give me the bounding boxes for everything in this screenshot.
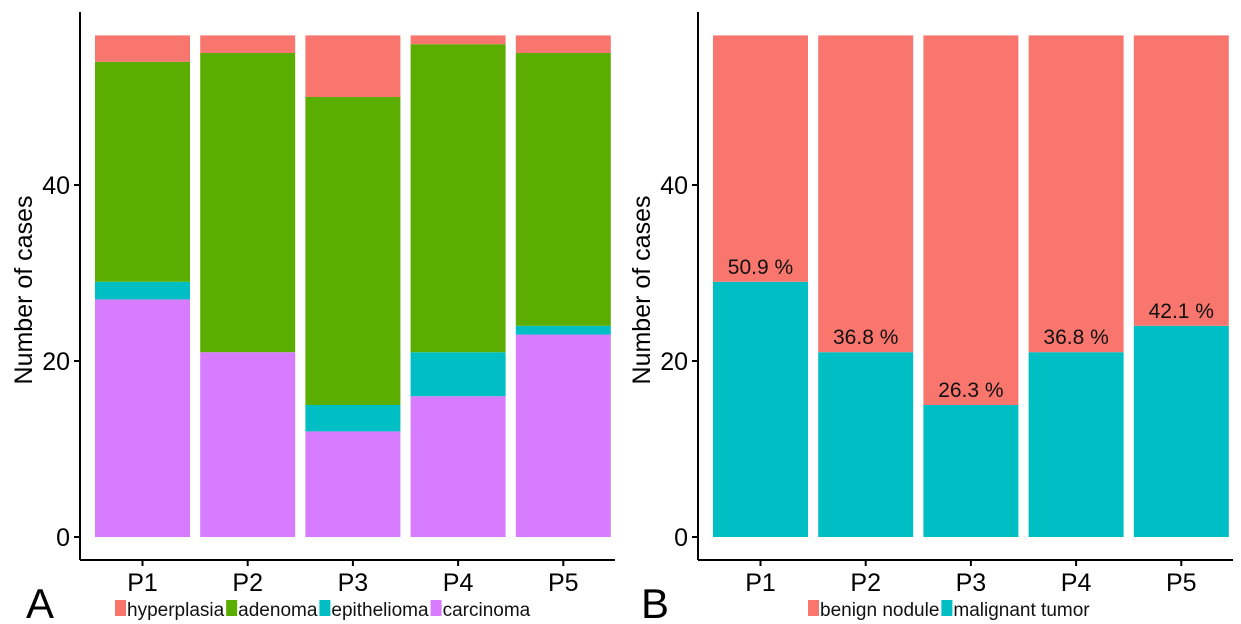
- x-tick-label-p1: P1: [745, 569, 776, 597]
- bar-label-p1: 50.9 %: [728, 256, 793, 279]
- bar-carcinoma-p1: [95, 299, 190, 537]
- bar-epithelioma-p3: [305, 405, 401, 432]
- panel-b: 50.9 % P1 36.8 % P2 26.3 % P3 36.8 % P4 42.1 % P5…: [628, 12, 1233, 624]
- x-tick-label-p4: P4: [1061, 569, 1092, 597]
- bar-adenoma-p2: [200, 53, 296, 353]
- bar-carcinoma-p5: [515, 334, 611, 537]
- y-tick-label-0: 0: [674, 524, 688, 552]
- y-axis-label: Number of cases: [10, 196, 38, 385]
- bar-label-p5: 42.1 %: [1149, 300, 1214, 323]
- bar-adenoma-p4: [410, 44, 506, 353]
- bar-hyperplasia-p4: [410, 35, 506, 45]
- bar-malignant-tumor-p5: [1133, 325, 1229, 537]
- bar-malignant-tumor-p1: [713, 281, 808, 537]
- legend: benign nodule malignant tumor: [808, 600, 1090, 621]
- x-tick-label-p3: P3: [956, 569, 987, 597]
- legend-swatch-epithelioma: [319, 600, 331, 616]
- legend: hyperplasia adenoma epithelioma carcinoma: [115, 600, 531, 621]
- bar-carcinoma-p3: [305, 431, 401, 537]
- legend-label-adenoma: adenoma: [238, 600, 318, 621]
- x-tick-label-p2: P2: [850, 569, 881, 597]
- legend-label-hyperplasia: hyperplasia: [127, 600, 225, 621]
- bar-hyperplasia-p2: [200, 35, 296, 53]
- x-tick-label-p4: P4: [443, 569, 474, 597]
- x-tick-label-p5: P5: [1166, 569, 1197, 597]
- legend-label-malignant-tumor: malignant tumor: [953, 600, 1090, 621]
- bar-malignant-tumor-p3: [923, 405, 1019, 537]
- x-tick-label-p5: P5: [548, 569, 579, 597]
- y-tick-label-40: 40: [42, 172, 70, 200]
- y-tick-label-20: 20: [42, 348, 70, 376]
- bar-benign-nodule-p2: [818, 35, 914, 353]
- bar-label-p3: 26.3 %: [938, 379, 1003, 402]
- bar-label-p4: 36.8 %: [1043, 326, 1108, 349]
- y-tick-label-0: 0: [56, 524, 70, 552]
- bar-carcinoma-p2: [200, 352, 296, 537]
- panel-letter: B: [641, 580, 669, 624]
- bar-hyperplasia-p1: [95, 35, 190, 62]
- y-tick-label-20: 20: [660, 348, 688, 376]
- legend-label-benign-nodule: benign nodule: [820, 600, 939, 621]
- bar-adenoma-p5: [515, 53, 611, 326]
- y-axis-label: Number of cases: [628, 196, 656, 385]
- legend-swatch-hyperplasia: [115, 600, 126, 616]
- bar-epithelioma-p4: [410, 352, 506, 397]
- bar-benign-nodule-p3: [923, 35, 1019, 406]
- bar-malignant-tumor-p2: [818, 352, 914, 537]
- bar-benign-nodule-p4: [1028, 35, 1124, 353]
- bar-hyperplasia-p5: [515, 35, 611, 53]
- legend-swatch-benign-nodule: [808, 600, 819, 616]
- panel-letter: A: [26, 580, 54, 624]
- bar-malignant-tumor-p4: [1028, 352, 1124, 537]
- x-tick-label-p1: P1: [127, 569, 158, 597]
- x-tick-label-p2: P2: [232, 569, 263, 597]
- legend-swatch-adenoma: [226, 600, 238, 616]
- bar-epithelioma-p1: [95, 281, 190, 300]
- bar-benign-nodule-p1: [713, 35, 808, 282]
- legend-swatch-carcinoma: [430, 600, 442, 616]
- bar-adenoma-p1: [95, 61, 190, 282]
- legend-label-carcinoma: carcinoma: [443, 600, 531, 621]
- bar-carcinoma-p4: [410, 396, 506, 537]
- bar-label-p2: 36.8 %: [833, 326, 898, 349]
- legend-swatch-malignant-tumor: [941, 600, 953, 616]
- bar-adenoma-p3: [305, 97, 401, 405]
- legend-label-epithelioma: epithelioma: [331, 600, 429, 621]
- bar-hyperplasia-p3: [305, 35, 401, 97]
- y-tick-label-40: 40: [660, 172, 688, 200]
- x-tick-label-p3: P3: [338, 569, 369, 597]
- bar-epithelioma-p5: [515, 325, 611, 335]
- bar-benign-nodule-p5: [1133, 35, 1229, 326]
